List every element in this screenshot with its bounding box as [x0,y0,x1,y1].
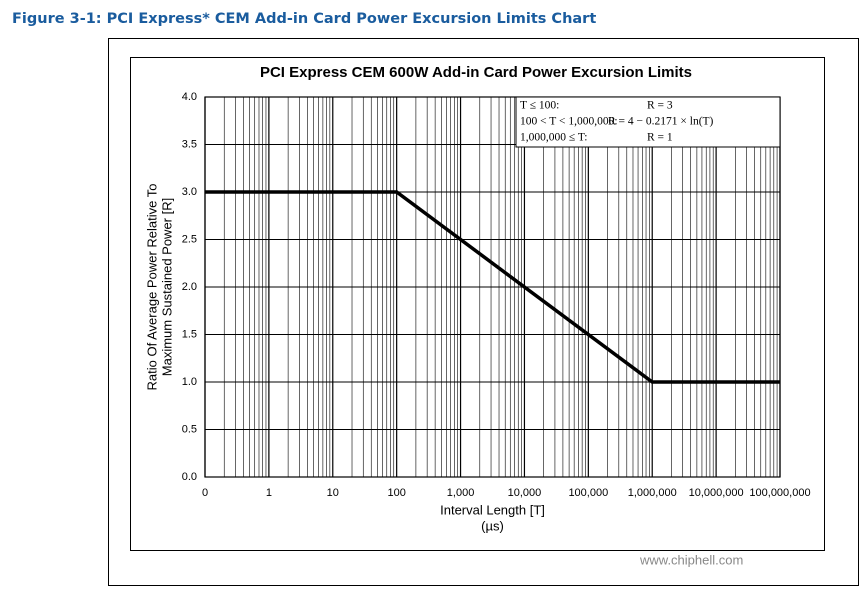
y-tick-label: 0.5 [182,423,197,435]
x-axis-label: Interval Length [T] [440,502,545,517]
line [205,190,780,384]
annotation-formula: R = 4 − 0.2171 × ln(T) [608,116,714,128]
annotation-box [515,96,781,148]
y-tick-label: 0.0 [182,471,197,483]
y-tick-label: 1.0 [182,376,197,388]
annotation-condition: 1,000,000 ≤ T: [520,132,588,144]
x-tick-label: 10 [327,487,339,499]
x-tick-label: 10,000,000 [689,487,744,499]
x-tick-label: 100,000,000 [749,487,810,499]
plot: T ≤ 100: R = 3 100 < T < 1,000,000:R = 4 −… [205,96,781,567]
y-axis-label: Maximum Sustained Power [R] [159,198,174,376]
x-tick-label: 0 [202,487,208,499]
plot-border [204,96,781,478]
x-tick-label: 1,000 [447,487,475,499]
y-axis-label: Ratio Of Average Power Relative To [144,184,159,391]
x-tick-label: 10,000 [508,487,542,499]
x-tick-label: 1,000,000 [628,487,677,499]
y-tick-label: 2.5 [182,233,197,245]
y-tick-label: 1.5 [182,328,197,340]
y-tick-label: 3.0 [182,186,197,198]
figure-caption: Figure 3-1: PCI Express* CEM Add-in Card… [12,11,596,27]
x-tick-label: 1 [266,487,272,499]
annotation-condition: 100 < T < 1,000,000: [520,116,618,128]
annotation-formula: R = 1 [647,132,673,144]
y-tick-label: 4.0 [182,91,197,103]
watermark: www.chiphell.com [639,552,743,567]
x-tick-label: 100,000 [568,487,608,499]
x-tick-label: 100 [387,487,405,499]
chart-title: PCI Express CEM 600W Add-in Card Power E… [260,64,692,81]
figure-frame [108,38,859,586]
annotation-formula: R = 3 [647,100,673,112]
y-tick-label: 2.0 [182,281,197,293]
grid [204,96,781,478]
annotation-condition: T ≤ 100: [520,100,559,112]
y-tick-label: 3.5 [182,138,197,150]
x-axis-label: (µs) [481,518,504,533]
chart-frame [130,57,825,551]
